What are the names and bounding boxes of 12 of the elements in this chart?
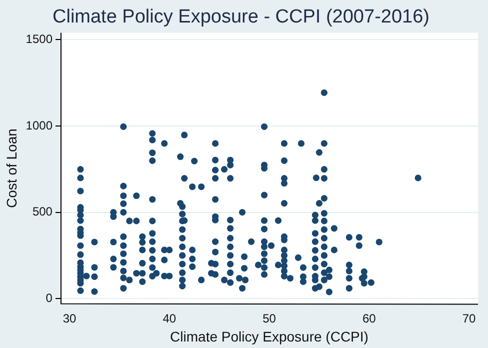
x-tick-label: 60: [362, 311, 376, 326]
y-tick-label: 1500: [26, 32, 53, 46]
x-tick-label: 70: [462, 311, 476, 326]
x-axis-title: Climate Policy Exposure (CCPI): [170, 328, 368, 344]
y-tick-label: 1000: [26, 118, 53, 132]
y-tick-label: 0: [46, 290, 53, 305]
y-axis-title: Cost of Loan: [3, 128, 20, 208]
x-tick-label: 40: [162, 311, 176, 326]
y-tick-label: 500: [32, 204, 53, 219]
chart-title: Climate Policy Exposure - CCPI (2007-2016): [52, 6, 430, 28]
x-tick-label: 30: [62, 311, 76, 326]
x-tick-label: 50: [262, 311, 276, 326]
